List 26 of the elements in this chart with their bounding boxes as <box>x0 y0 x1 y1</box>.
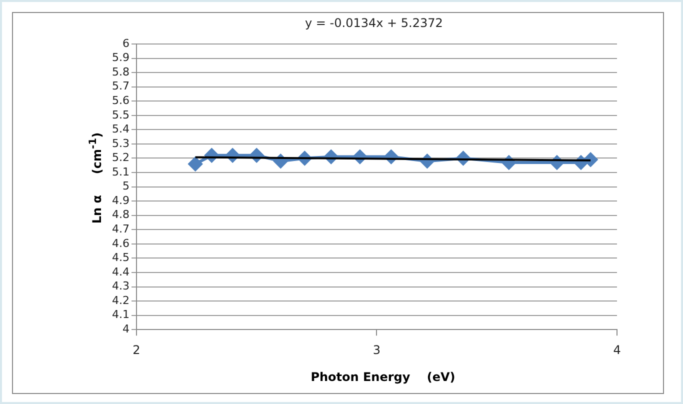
y-tick-label: 4.1 <box>112 308 130 322</box>
x-tick-label: 3 <box>372 342 381 357</box>
y-tick-label: 4.6 <box>112 236 130 250</box>
y-tick-label: 5.7 <box>112 80 130 93</box>
y-tick-label: 4.4 <box>112 265 130 278</box>
x-axis-title: Photon Energy (eV) <box>310 370 456 384</box>
y-tick-label: 5.5 <box>112 108 130 122</box>
y-tick-label: 4.9 <box>112 194 130 207</box>
y-tick-label: 5.8 <box>112 65 130 78</box>
y-tick-label: 4.5 <box>112 251 130 264</box>
y-tick-label: 4 <box>122 322 130 336</box>
y-tick-label: 5.3 <box>112 136 130 150</box>
y-tick-label: 6 <box>122 36 130 50</box>
text: y = -0.0134x + 5.2372 <box>305 16 443 30</box>
y-tick-label: 4.3 <box>112 280 130 293</box>
x-tick-label: 4 <box>613 342 621 357</box>
y-tick-label: 5.9 <box>112 51 130 64</box>
y-tick-label: 4.7 <box>112 222 130 236</box>
y-tick-label: 4.8 <box>112 208 130 222</box>
x-tick-label: 2 <box>132 342 140 357</box>
y-tick-label: 5.4 <box>112 122 130 136</box>
y-tick-label: 5.6 <box>112 94 130 107</box>
y-tick-label: 5 <box>122 180 130 193</box>
y-tick-label: 5.2 <box>112 151 130 164</box>
y-tick-label: 4.2 <box>112 294 130 307</box>
y-tick-label: 5.1 <box>112 165 130 178</box>
